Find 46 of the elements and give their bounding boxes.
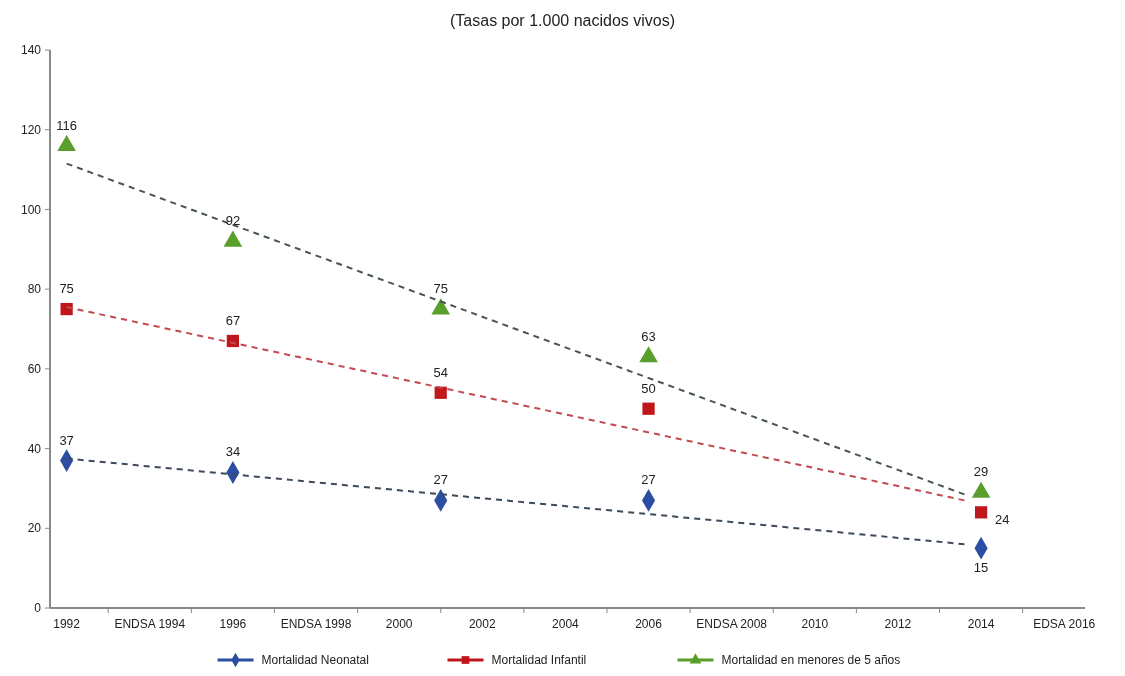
data-label: 75 xyxy=(433,281,448,297)
x-tick-label: ENDSA 2008 xyxy=(696,617,768,631)
y-tick-label: 20 xyxy=(27,521,42,536)
y-tick-label: 0 xyxy=(34,601,42,616)
point xyxy=(434,386,447,399)
data-label: 27 xyxy=(641,472,656,488)
x-tick-label: ENDSA 1994 xyxy=(114,617,186,631)
data-label: 50 xyxy=(641,380,656,396)
data-label: 75 xyxy=(59,281,74,297)
x-tick-label: 2004 xyxy=(552,617,580,631)
x-tick-label: 2000 xyxy=(385,617,413,631)
legend-label: Mortalidad Infantil xyxy=(491,653,587,668)
data-label: 116 xyxy=(56,117,77,133)
data-label: 54 xyxy=(433,364,448,380)
data-label: 34 xyxy=(225,444,241,460)
x-tick-label: 1992 xyxy=(53,617,81,631)
x-tick-label: ENDSA 1998 xyxy=(280,617,352,631)
chart-title: (Tasas por 1.000 nacidos vivos) xyxy=(450,12,675,29)
x-tick-label: 2002 xyxy=(468,617,496,631)
y-tick-label: 100 xyxy=(20,202,42,217)
data-label: 63 xyxy=(641,328,656,344)
point xyxy=(57,134,76,152)
y-tick-label: 40 xyxy=(27,441,42,456)
x-tick-label: 2012 xyxy=(884,617,912,631)
x-tick-label: EDSA 2016 xyxy=(1033,617,1096,631)
point xyxy=(223,230,243,247)
data-label: 15 xyxy=(973,560,989,576)
data-label: 67 xyxy=(225,312,241,328)
data-label: 24 xyxy=(995,512,1010,528)
data-label: 37 xyxy=(59,432,74,448)
y-tick-label: 120 xyxy=(20,122,42,137)
y-tick-label: 60 xyxy=(27,362,42,377)
data-label: 92 xyxy=(225,213,241,229)
legend-label: Mortalidad Neonatal xyxy=(261,653,369,668)
y-tick-label: 140 xyxy=(20,43,42,58)
y-tick-label: 80 xyxy=(27,282,42,297)
point xyxy=(642,402,655,415)
data-label: 27 xyxy=(433,472,448,488)
data-label: 29 xyxy=(973,464,989,480)
legend-label: Mortalidad en menores de 5 años xyxy=(721,653,901,668)
x-tick-label: 2010 xyxy=(801,617,829,631)
x-tick-label: 2014 xyxy=(967,617,995,631)
point xyxy=(974,506,988,519)
x-tick-label: 2006 xyxy=(635,617,663,631)
point xyxy=(639,346,658,363)
x-tick-label: 1996 xyxy=(219,617,247,631)
